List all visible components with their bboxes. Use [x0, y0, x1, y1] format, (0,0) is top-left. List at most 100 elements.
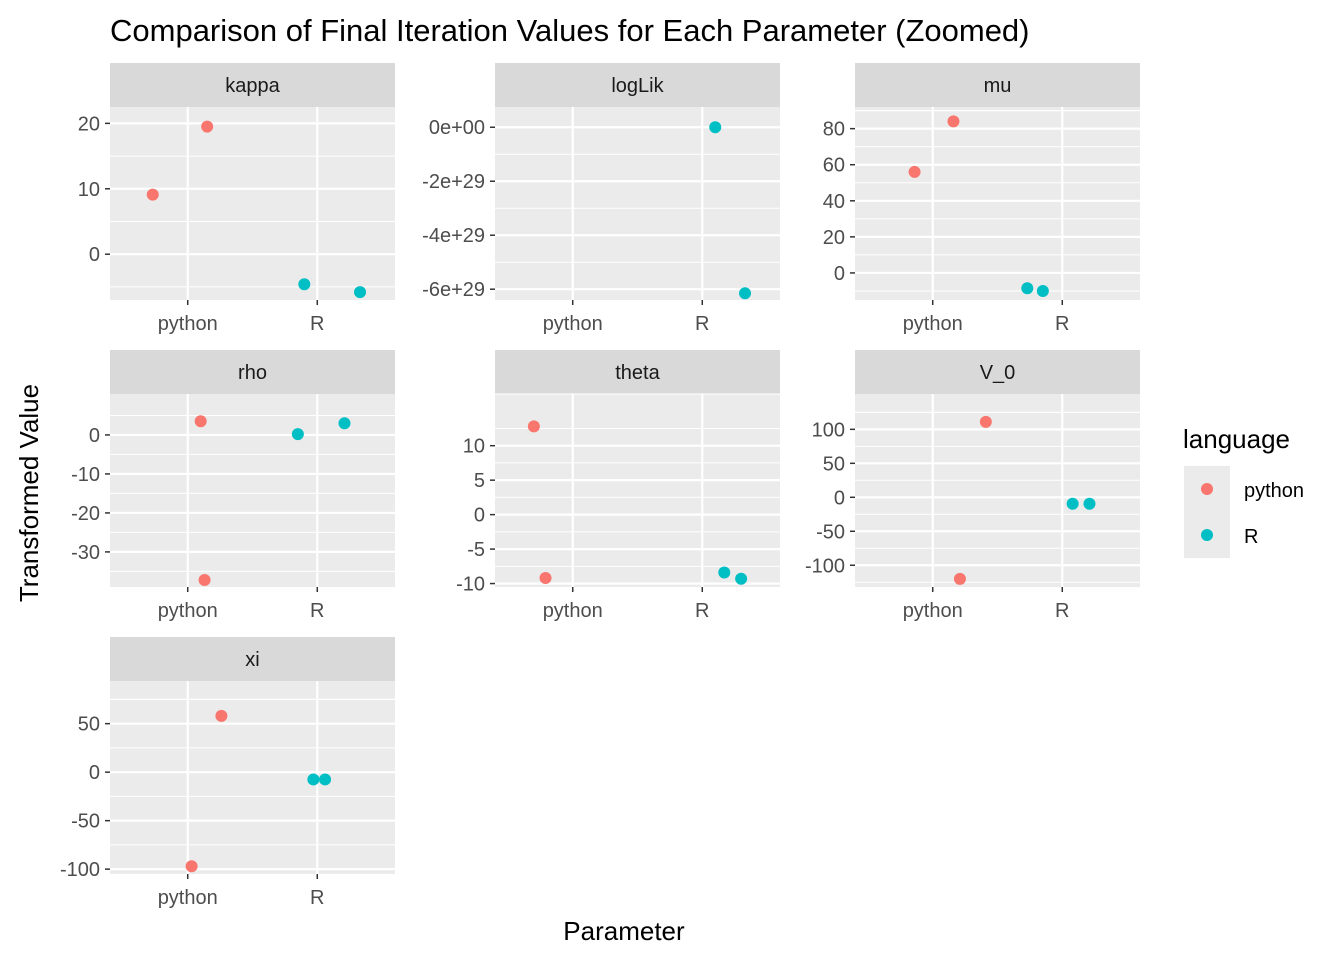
- facet-theta: theta -10 -5 0 5 10 python R: [456, 350, 780, 622]
- data-point-python: [201, 120, 214, 133]
- data-point-r: [709, 121, 722, 134]
- data-point-python: [215, 709, 228, 722]
- data-point-python: [908, 165, 921, 178]
- y-tick-label: 50: [78, 714, 100, 736]
- facet-panel-kappa: [110, 107, 395, 300]
- facet-strip-kappa: [110, 63, 395, 107]
- x-tick-label: python: [903, 600, 963, 622]
- legend-dot-r: [1201, 529, 1213, 541]
- facet-panel-v-0: [855, 394, 1140, 587]
- data-point-r: [338, 417, 351, 430]
- data-point-r: [291, 428, 304, 441]
- y-tick-label: -4e+29: [422, 225, 485, 247]
- data-point-r: [354, 286, 367, 299]
- facet-panel-rho: [110, 394, 395, 587]
- facet-strip-label-mu: mu: [984, 75, 1012, 97]
- data-point-r: [1083, 497, 1096, 510]
- y-tick-label: -50: [71, 811, 100, 833]
- y-tick-label: 10: [463, 436, 485, 458]
- legend-label-r: R: [1244, 526, 1258, 548]
- data-point-r: [739, 287, 752, 300]
- data-point-python: [539, 572, 552, 585]
- facet-strip-loglik: [495, 63, 780, 107]
- y-tick-label: -10: [71, 464, 100, 486]
- facet-strip-label-loglik: logLik: [611, 75, 664, 97]
- facet-loglik: logLik 0e+00 -2e+29 -4e+29 -6e+29 python R: [422, 63, 780, 335]
- data-point-r: [319, 773, 332, 786]
- legend-dot-python: [1201, 483, 1213, 495]
- chart-title: Comparison of Final Iteration Values for…: [110, 13, 1030, 48]
- data-point-python: [185, 860, 198, 873]
- y-tick-label: -5: [467, 539, 485, 561]
- legend: language python R: [1183, 424, 1304, 558]
- y-tick-label: -50: [816, 521, 845, 543]
- y-tick-label: 0: [834, 487, 845, 509]
- facet-panel-loglik: [495, 107, 780, 300]
- x-tick-label: R: [1055, 313, 1069, 335]
- facet-grid-v-0: [855, 394, 1140, 587]
- data-point-python: [527, 420, 540, 433]
- y-tick-label: -6e+29: [422, 279, 485, 301]
- y-tick-label: -2e+29: [422, 171, 485, 193]
- facet-grid-xi: [110, 681, 395, 874]
- facet-strip-rho: [110, 350, 395, 394]
- data-point-r: [1066, 497, 1079, 510]
- y-tick-label: 40: [823, 191, 845, 213]
- data-point-r: [718, 566, 731, 579]
- x-tick-label: python: [543, 313, 603, 335]
- y-tick-label: 10: [78, 179, 100, 201]
- y-tick-label: 0: [89, 244, 100, 266]
- data-point-r: [735, 572, 748, 585]
- data-point-r: [307, 773, 320, 786]
- y-tick-label: 5: [474, 470, 485, 492]
- data-point-r: [1021, 282, 1034, 295]
- y-tick-label: 0: [89, 425, 100, 447]
- facet-v-0: V_0 -100 -50 0 50 100 python R: [805, 350, 1140, 622]
- data-point-r: [1036, 284, 1049, 297]
- facet-mu: mu 0 20 40 60 80 python R: [823, 63, 1140, 335]
- x-tick-label: python: [158, 887, 218, 909]
- x-tick-label: python: [903, 313, 963, 335]
- data-point-python: [198, 573, 211, 586]
- data-point-python: [146, 188, 159, 201]
- x-tick-label: python: [158, 313, 218, 335]
- facet-panel-theta: [495, 394, 780, 587]
- data-point-python: [947, 115, 960, 128]
- x-tick-label: R: [695, 600, 709, 622]
- facet-strip-xi: [110, 637, 395, 681]
- x-tick-label: R: [695, 313, 709, 335]
- y-tick-label: -100: [60, 859, 100, 881]
- facet-rho: rho -30 -20 -10 0 python R: [71, 350, 395, 622]
- data-point-python: [979, 415, 992, 428]
- facet-strip-theta: [495, 350, 780, 394]
- data-point-r: [298, 278, 311, 291]
- facet-strip-mu: [855, 63, 1140, 107]
- facet-grid-theta: [495, 393, 780, 587]
- facet-grid-loglik: [495, 107, 780, 300]
- y-tick-label: 80: [823, 119, 845, 141]
- y-tick-label: 20: [823, 227, 845, 249]
- y-tick-label: -30: [71, 542, 100, 564]
- x-tick-label: python: [158, 600, 218, 622]
- facet-grid-kappa: [110, 107, 395, 300]
- facet-panel-mu: [855, 107, 1140, 300]
- x-tick-label: R: [1055, 600, 1069, 622]
- legend-title: language: [1183, 424, 1290, 454]
- facet-strip-v-0: [855, 350, 1140, 394]
- y-tick-label: 100: [812, 419, 845, 441]
- facet-grid-rho: [110, 394, 395, 587]
- y-tick-label: 0: [89, 762, 100, 784]
- x-tick-label: R: [310, 600, 324, 622]
- y-tick-label: 0: [834, 263, 845, 285]
- y-tick-label: 60: [823, 155, 845, 177]
- y-tick-label: -10: [456, 574, 485, 596]
- legend-label-python: python: [1244, 480, 1304, 502]
- x-axis-title: Parameter: [563, 916, 685, 946]
- facet-strip-label-rho: rho: [238, 362, 267, 384]
- facet-kappa: kappa 0 10 20 python R: [78, 63, 395, 335]
- data-point-python: [953, 572, 966, 585]
- x-tick-label: python: [543, 600, 603, 622]
- facet-strip-label-xi: xi: [245, 649, 259, 671]
